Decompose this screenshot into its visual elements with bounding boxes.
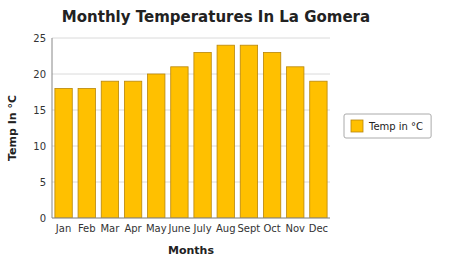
grid-line — [52, 38, 330, 39]
x-axis-line — [52, 218, 330, 219]
bar — [263, 52, 280, 218]
bar — [171, 67, 188, 218]
bar — [287, 67, 304, 218]
bar — [101, 81, 118, 218]
y-axis-label: Temp In °C — [6, 95, 19, 161]
bars — [55, 45, 327, 218]
x-tick-label: June — [168, 223, 191, 234]
bar — [194, 52, 211, 218]
bar — [124, 81, 141, 218]
chart-svg: Monthly Temperatures In La Gomera 0 5 10 15 2… — [0, 0, 450, 272]
bar — [310, 81, 327, 218]
y-tick-label: 25 — [33, 33, 46, 44]
x-tick-label: Jan — [55, 223, 71, 234]
legend-swatch — [351, 120, 363, 132]
bar — [55, 88, 72, 218]
x-axis-label: Months — [168, 244, 214, 257]
x-tick-label: Nov — [285, 223, 305, 234]
bar — [78, 88, 95, 218]
y-tick-label: 15 — [33, 105, 46, 116]
x-tick-label: Apr — [124, 223, 142, 234]
y-axis-line — [52, 38, 53, 218]
legend-frame — [344, 114, 431, 138]
x-tick-label: Aug — [216, 223, 236, 234]
x-tick-label: Dec — [309, 223, 328, 234]
x-tick-label: May — [146, 223, 167, 234]
bar — [240, 45, 257, 218]
grid-line — [52, 218, 330, 219]
x-tick-label: Mar — [100, 223, 120, 234]
y-tick-label: 5 — [40, 177, 46, 188]
y-tick-label: 20 — [33, 69, 46, 80]
x-tick-label: July — [193, 223, 212, 234]
x-tick-label: Oct — [263, 223, 280, 234]
chart-container: Monthly Temperatures In La Gomera 0 5 10 15 2… — [0, 0, 450, 272]
legend: Temp in °C — [344, 114, 431, 138]
y-tick-label: 10 — [33, 141, 46, 152]
title: Monthly Temperatures In La Gomera — [62, 8, 370, 26]
grid — [52, 38, 330, 218]
legend-label: Temp in °C — [368, 121, 423, 132]
y-tick-label: 0 — [40, 213, 46, 224]
x-tick-label: Sept — [238, 223, 261, 234]
bar — [217, 45, 234, 218]
x-tick-label: Feb — [78, 223, 96, 234]
bar — [148, 74, 165, 218]
